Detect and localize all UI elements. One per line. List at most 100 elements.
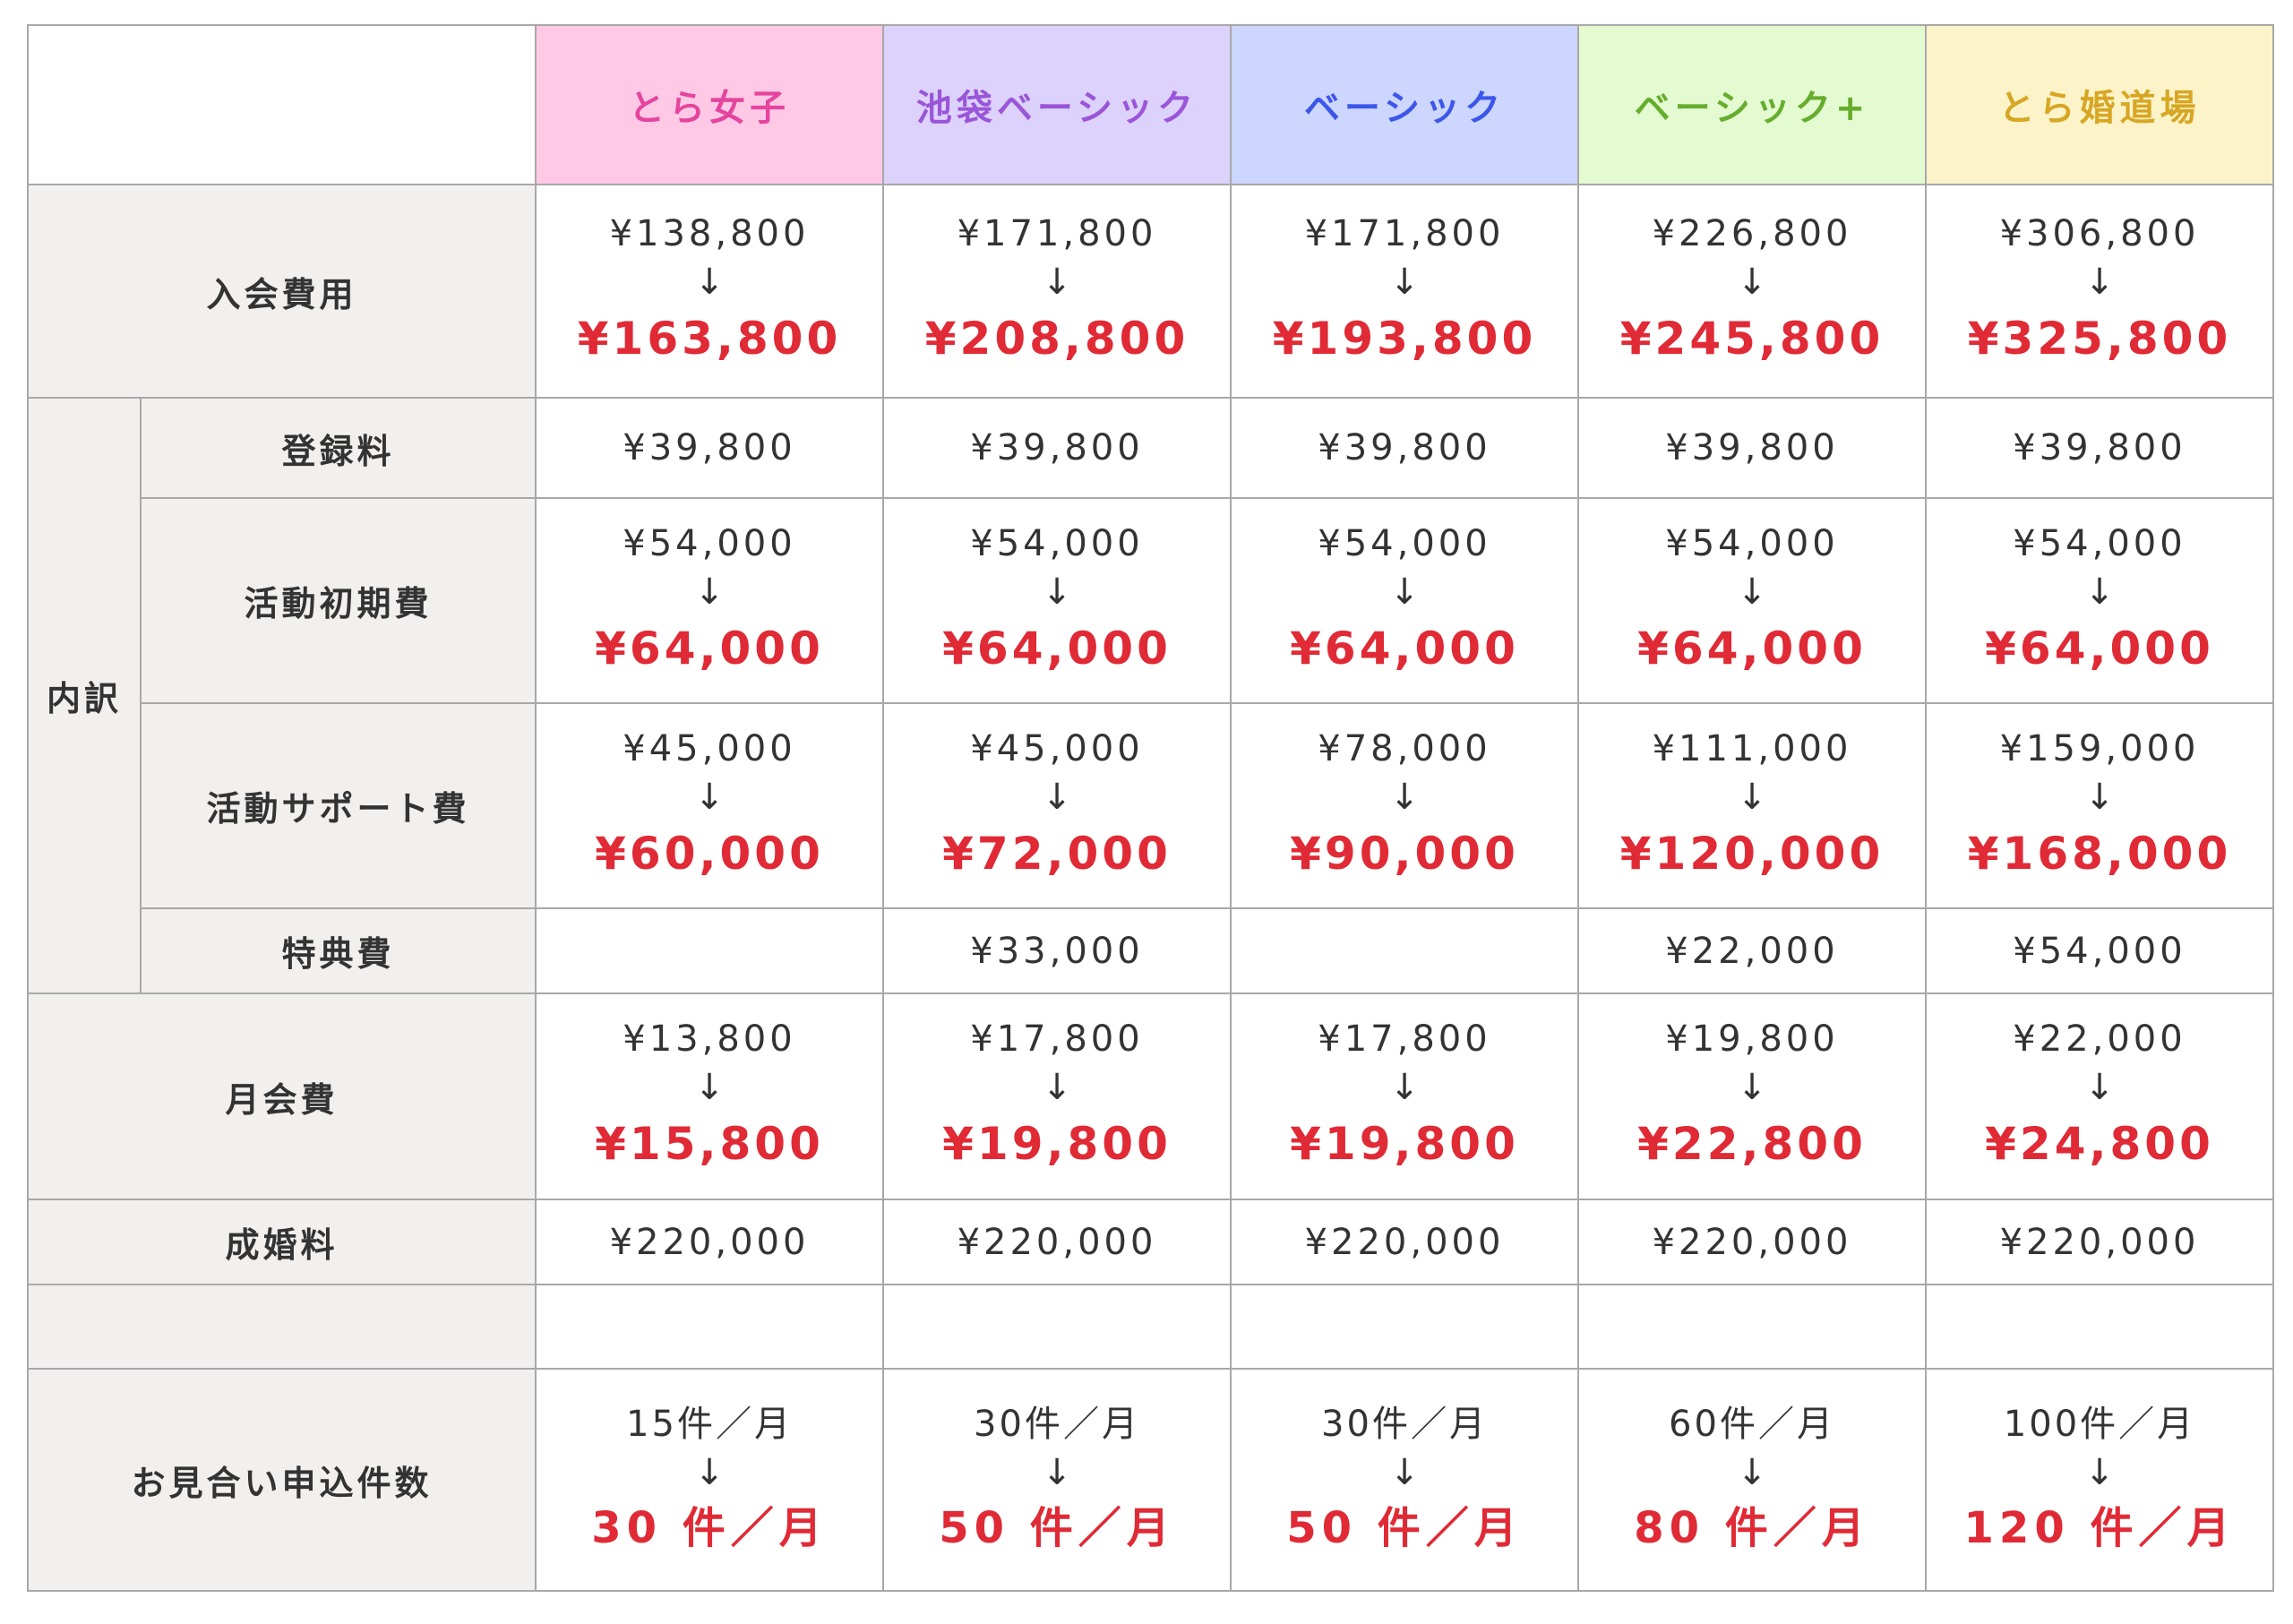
new-price: 50 件／月 xyxy=(939,1502,1175,1553)
marriage-cell: ¥220,000 xyxy=(1925,1199,2274,1285)
applications-row: お見合い申込件数 15件／月 ↓ 30 件／月 30件／月 ↓ 50 件／月 30件／月 ↓ 50… xyxy=(27,1368,2274,1592)
bonus-cell: ¥22,000 xyxy=(1577,907,1927,994)
down-arrow-icon: ↓ xyxy=(2084,1067,2115,1109)
new-price: ¥72,000 xyxy=(942,827,1172,880)
down-arrow-icon: ↓ xyxy=(2084,1451,2115,1493)
initial-row: 活動初期費 ¥54,000 ↓ ¥64,000 ¥54,000 ↓ ¥64,000 ¥54,0… xyxy=(28,497,2274,704)
bonus-label: 特典費 xyxy=(140,907,537,994)
monthly-cell: ¥17,800 ↓ ¥19,800 xyxy=(1230,992,1579,1200)
new-price: ¥90,000 xyxy=(1290,827,1519,880)
old-price: ¥111,000 xyxy=(1652,727,1852,769)
marriage-cell: ¥220,000 xyxy=(882,1199,1232,1285)
corner-cell xyxy=(27,24,537,185)
new-price: ¥208,800 xyxy=(924,313,1189,365)
down-arrow-icon: ↓ xyxy=(1042,262,1072,304)
initial-cell: ¥54,000 ↓ ¥64,000 xyxy=(535,497,884,704)
new-price: ¥64,000 xyxy=(595,622,824,675)
new-price: ¥168,000 xyxy=(1967,827,2232,880)
bonus-cell: ¥54,000 xyxy=(1925,907,2274,994)
support-cell: ¥45,000 ↓ ¥72,000 xyxy=(882,702,1232,909)
plan-header: とら婚道場 xyxy=(1925,24,2274,185)
down-arrow-icon: ↓ xyxy=(1389,1067,1420,1109)
down-arrow-icon: ↓ xyxy=(1389,1451,1420,1493)
down-arrow-icon: ↓ xyxy=(694,776,725,818)
down-arrow-icon: ↓ xyxy=(694,1451,725,1493)
registration-cell: ¥39,800 xyxy=(1925,397,2274,499)
old-price: ¥45,000 xyxy=(623,727,796,769)
entry-label: 入会費用 xyxy=(27,184,537,399)
entry-cell: ¥171,800 ↓ ¥208,800 xyxy=(882,184,1232,399)
new-price: 30 件／月 xyxy=(591,1502,828,1553)
down-arrow-icon: ↓ xyxy=(1042,776,1072,818)
plan-header-row: とら女子 池袋ベーシック ベーシック ベーシック+ とら婚道場 xyxy=(27,24,2274,185)
support-cell: ¥78,000 ↓ ¥90,000 xyxy=(1230,702,1579,909)
old-price: 15件／月 xyxy=(626,1403,793,1445)
plan-header: とら女子 xyxy=(535,24,884,185)
initial-cell: ¥54,000 ↓ ¥64,000 xyxy=(1230,497,1579,704)
new-price: ¥64,000 xyxy=(1290,622,1519,675)
marriage-label: 成婚料 xyxy=(27,1199,537,1285)
initial-label: 活動初期費 xyxy=(140,497,537,704)
new-price: ¥163,800 xyxy=(577,313,842,365)
old-price: ¥171,800 xyxy=(957,213,1157,255)
old-price: ¥17,800 xyxy=(1318,1018,1491,1061)
empty-cell xyxy=(882,1284,1232,1370)
down-arrow-icon: ↓ xyxy=(1042,571,1072,613)
old-price: ¥54,000 xyxy=(970,522,1144,564)
monthly-cell: ¥17,800 ↓ ¥19,800 xyxy=(882,992,1232,1200)
empty-cell xyxy=(535,1284,884,1370)
new-price: ¥24,800 xyxy=(1985,1118,2214,1171)
down-arrow-icon: ↓ xyxy=(1737,1451,1767,1493)
new-price: ¥19,800 xyxy=(942,1118,1172,1171)
entry-row: 入会費用 ¥138,800 ↓ ¥163,800 ¥171,800 ↓ ¥208,800 ¥1… xyxy=(27,184,2274,399)
monthly-cell: ¥19,800 ↓ ¥22,800 xyxy=(1577,992,1927,1200)
monthly-row: 月会費 ¥13,800 ↓ ¥15,800 ¥17,800 ↓ ¥19,800 ¥17,800… xyxy=(27,992,2274,1200)
marriage-cell: ¥220,000 xyxy=(535,1199,884,1285)
old-price: ¥19,800 xyxy=(1665,1018,1839,1061)
new-price: ¥15,800 xyxy=(595,1118,824,1171)
old-price: ¥159,000 xyxy=(1999,727,2200,769)
bonus-cell: ¥33,000 xyxy=(882,907,1232,994)
down-arrow-icon: ↓ xyxy=(1042,1451,1072,1493)
new-price: ¥22,800 xyxy=(1637,1118,1867,1171)
down-arrow-icon: ↓ xyxy=(694,571,725,613)
down-arrow-icon: ↓ xyxy=(1737,262,1767,304)
down-arrow-icon: ↓ xyxy=(1737,571,1767,613)
bonus-row: 特典費 ¥33,000 ¥22,000 ¥54,000 xyxy=(28,907,2274,994)
registration-cell: ¥39,800 xyxy=(1577,397,1927,499)
monthly-cell: ¥22,000 ↓ ¥24,800 xyxy=(1925,992,2274,1200)
entry-cell: ¥138,800 ↓ ¥163,800 xyxy=(535,184,884,399)
new-price: ¥64,000 xyxy=(1985,622,2214,675)
old-price: ¥13,800 xyxy=(623,1018,796,1061)
down-arrow-icon: ↓ xyxy=(1389,262,1420,304)
empty-cell xyxy=(1577,1284,1927,1370)
plan-header: ベーシック xyxy=(1230,24,1579,185)
empty-row xyxy=(27,1284,2274,1370)
old-price: ¥54,000 xyxy=(1318,522,1491,564)
registration-cell: ¥39,800 xyxy=(1230,397,1579,499)
registration-cell: ¥39,800 xyxy=(535,397,884,499)
support-row: 活動サポート費 ¥45,000 ↓ ¥60,000 ¥45,000 ↓ ¥72,000 ¥78… xyxy=(28,702,2274,909)
down-arrow-icon: ↓ xyxy=(1389,571,1420,613)
new-price: ¥325,800 xyxy=(1967,313,2232,365)
marriage-row: 成婚料 ¥220,000 ¥220,000 ¥220,000 ¥220,000 ¥220,… xyxy=(27,1199,2274,1285)
down-arrow-icon: ↓ xyxy=(2084,776,2115,818)
down-arrow-icon: ↓ xyxy=(2084,571,2115,613)
old-price: ¥306,800 xyxy=(1999,213,2200,255)
down-arrow-icon: ↓ xyxy=(1042,1067,1072,1109)
breakdown-label: 内訳 xyxy=(27,397,142,994)
support-cell: ¥111,000 ↓ ¥120,000 xyxy=(1577,702,1927,909)
initial-cell: ¥54,000 ↓ ¥64,000 xyxy=(882,497,1232,704)
bonus-cell xyxy=(535,907,884,994)
entry-cell: ¥226,800 ↓ ¥245,800 xyxy=(1577,184,1927,399)
applications-label: お見合い申込件数 xyxy=(27,1368,537,1592)
new-price: 50 件／月 xyxy=(1286,1502,1523,1553)
applications-cell: 60件／月 ↓ 80 件／月 xyxy=(1577,1368,1927,1592)
old-price: ¥138,800 xyxy=(609,213,810,255)
registration-cell: ¥39,800 xyxy=(882,397,1232,499)
new-price: ¥245,800 xyxy=(1619,313,1885,365)
applications-cell: 30件／月 ↓ 50 件／月 xyxy=(1230,1368,1579,1592)
old-price: 30件／月 xyxy=(974,1403,1140,1445)
old-price: ¥54,000 xyxy=(2013,522,2186,564)
monthly-label: 月会費 xyxy=(27,992,537,1200)
